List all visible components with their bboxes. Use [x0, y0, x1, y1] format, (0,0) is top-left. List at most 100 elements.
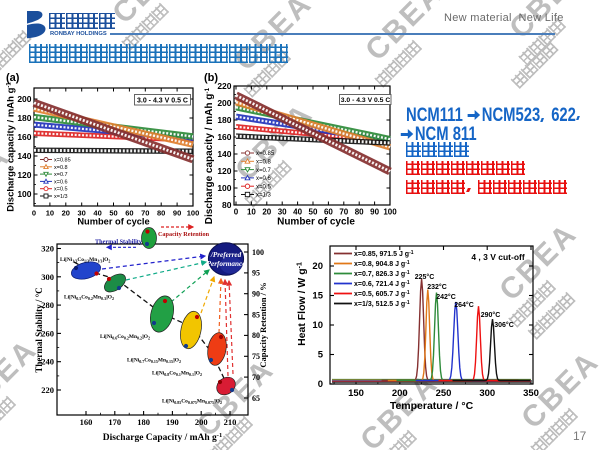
svg-text:240: 240 — [41, 357, 54, 367]
svg-text:120: 120 — [217, 166, 231, 176]
svg-text:264°C: 264°C — [454, 301, 474, 309]
svg-text:40: 40 — [93, 209, 101, 218]
svg-text:70: 70 — [339, 208, 348, 217]
svg-text:Li[Ni0.7Co0.15Mn0.15]O2: Li[Ni0.7Co0.15Mn0.15]O2 — [127, 358, 181, 365]
svg-text:20: 20 — [62, 209, 70, 218]
svg-text:280: 280 — [41, 300, 54, 310]
svg-text:290°C: 290°C — [481, 311, 501, 319]
svg-text:320: 320 — [41, 244, 54, 254]
svg-text:Li[Ni0.5Co0.2Mn0.3]O2: Li[Ni0.5Co0.2Mn0.3]O2 — [64, 295, 114, 302]
svg-text:x=0.7: x=0.7 — [54, 172, 68, 178]
svg-text:190: 190 — [166, 417, 179, 427]
svg-text:(a): (a) — [6, 72, 20, 84]
svg-text:x=0.6: x=0.6 — [54, 179, 68, 185]
svg-text:x=1/3: x=1/3 — [256, 193, 272, 199]
svg-text:x=1/3: x=1/3 — [54, 194, 68, 200]
svg-text:200: 200 — [195, 417, 208, 427]
svg-text:80: 80 — [355, 208, 364, 217]
svg-text:x=0.85: x=0.85 — [54, 158, 71, 164]
svg-text:10: 10 — [46, 209, 54, 218]
svg-text:80: 80 — [222, 200, 232, 210]
svg-text:x=0.7, 826.3 J g-1: x=0.7, 826.3 J g-1 — [354, 270, 410, 278]
svg-text:5: 5 — [318, 350, 324, 361]
svg-text:x=1/3, 512.5 J g-1: x=1/3, 512.5 J g-1 — [354, 300, 410, 308]
svg-text:300: 300 — [41, 272, 54, 282]
svg-text:170: 170 — [108, 417, 121, 427]
svg-text:50: 50 — [309, 208, 318, 217]
svg-text:160: 160 — [17, 132, 31, 142]
svg-text:65: 65 — [252, 394, 260, 403]
svg-text:200: 200 — [217, 98, 231, 108]
svg-text:150: 150 — [348, 388, 364, 399]
svg-text:0: 0 — [318, 379, 323, 390]
svg-text:3.0 - 4.3 V 0.5 C: 3.0 - 4.3 V 0.5 C — [341, 97, 391, 104]
svg-text:180: 180 — [137, 417, 150, 427]
svg-text:Discharge capacity / mAh g-1: Discharge capacity / mAh g-1 — [204, 87, 215, 224]
svg-text:306°C: 306°C — [494, 321, 514, 329]
svg-text:160: 160 — [217, 132, 231, 142]
svg-text:15: 15 — [312, 291, 323, 302]
svg-text:250: 250 — [436, 388, 452, 399]
svg-text:x=0.5, 605.7 J g-1: x=0.5, 605.7 J g-1 — [354, 290, 410, 298]
svg-text:180: 180 — [17, 113, 31, 123]
svg-text:x=0.8: x=0.8 — [256, 160, 272, 166]
svg-text:140: 140 — [17, 151, 31, 161]
svg-text:220: 220 — [217, 81, 231, 91]
svg-text:Li[Ni0.8Co0.1Mn0.1]O2: Li[Ni0.8Co0.1Mn0.1]O2 — [152, 371, 202, 378]
svg-text:Number of cycle: Number of cycle — [77, 217, 149, 227]
svg-text:Capacity Retention: Capacity Retention — [158, 231, 210, 238]
svg-text:Discharge capacity / mAh g-1: Discharge capacity / mAh g-1 — [6, 82, 17, 212]
svg-text:210: 210 — [224, 417, 237, 427]
svg-text:/Preferred: /Preferred — [210, 251, 242, 259]
svg-text:300: 300 — [479, 388, 495, 399]
svg-text:50: 50 — [109, 209, 117, 218]
svg-text:20: 20 — [262, 208, 271, 217]
svg-text:120: 120 — [17, 170, 31, 180]
svg-text:20: 20 — [312, 261, 323, 272]
svg-text:200: 200 — [17, 94, 31, 104]
svg-text:Capacity Retention / %: Capacity Retention / % — [258, 282, 268, 367]
svg-text:Performance: Performance — [207, 260, 247, 268]
svg-text:80: 80 — [252, 331, 260, 340]
svg-text:90: 90 — [173, 209, 181, 218]
svg-text:Thermal Stability: Thermal Stability — [95, 239, 143, 246]
svg-text:0: 0 — [234, 208, 239, 217]
svg-text:70: 70 — [252, 373, 260, 382]
svg-text:220: 220 — [41, 385, 54, 395]
svg-text:350: 350 — [523, 388, 539, 399]
svg-text:60: 60 — [324, 208, 333, 217]
svg-text:x=0.85: x=0.85 — [256, 151, 275, 157]
svg-text:30: 30 — [278, 208, 287, 217]
svg-text:95: 95 — [252, 269, 260, 278]
svg-text:200: 200 — [392, 388, 408, 399]
svg-text:Li[Ni1/3Co1/3Mn1/3]O2: Li[Ni1/3Co1/3Mn1/3]O2 — [60, 257, 110, 264]
svg-text:x=0.5: x=0.5 — [54, 187, 68, 193]
svg-text:260: 260 — [41, 328, 54, 338]
svg-text:x=0.85, 971.5 J g-1: x=0.85, 971.5 J g-1 — [354, 250, 414, 258]
svg-text:40: 40 — [293, 208, 302, 217]
svg-text:x=0.6, 721.4 J g-1: x=0.6, 721.4 J g-1 — [354, 280, 410, 288]
svg-text:10: 10 — [247, 208, 256, 217]
svg-text:70: 70 — [141, 209, 149, 218]
svg-text:160: 160 — [80, 417, 93, 427]
svg-text:90: 90 — [252, 290, 260, 299]
svg-text:100: 100 — [252, 248, 264, 257]
svg-text:60: 60 — [125, 209, 133, 218]
svg-text:x=0.8: x=0.8 — [54, 165, 68, 171]
svg-text:242°C: 242°C — [436, 293, 456, 301]
svg-text:100: 100 — [17, 189, 31, 199]
svg-text:75: 75 — [252, 352, 260, 361]
svg-text:100: 100 — [383, 208, 397, 217]
svg-text:Number of cycle: Number of cycle — [277, 217, 355, 228]
svg-text:x=0.6: x=0.6 — [256, 176, 272, 182]
svg-text:Temperature / °C: Temperature / °C — [390, 400, 474, 412]
svg-text:Li[Ni0.85Co0.075Mn0.075]O2: Li[Ni0.85Co0.075Mn0.075]O2 — [162, 399, 222, 406]
svg-text:0: 0 — [32, 209, 36, 218]
svg-text:30: 30 — [78, 209, 86, 218]
svg-text:x=0.5: x=0.5 — [256, 184, 272, 190]
svg-text:3.0 - 4.3 V 0.5 C: 3.0 - 4.3 V 0.5 C — [137, 97, 188, 104]
svg-text:85: 85 — [252, 310, 260, 319]
svg-text:180: 180 — [217, 115, 231, 125]
svg-text:Discharge Capacity / mAh g-1: Discharge Capacity / mAh g-1 — [103, 432, 222, 443]
svg-text:90: 90 — [370, 208, 379, 217]
